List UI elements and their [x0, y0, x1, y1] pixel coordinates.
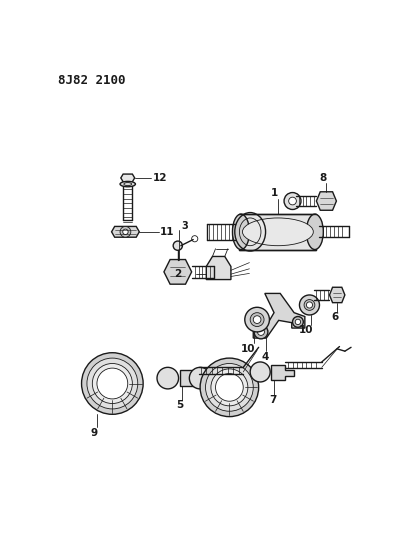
Circle shape — [82, 353, 143, 414]
Circle shape — [205, 364, 253, 411]
Text: 4: 4 — [261, 352, 269, 361]
Text: 1: 1 — [271, 188, 279, 198]
Circle shape — [250, 362, 270, 382]
Circle shape — [192, 236, 198, 242]
Ellipse shape — [289, 197, 297, 205]
Ellipse shape — [295, 319, 300, 325]
Polygon shape — [271, 365, 294, 381]
Ellipse shape — [242, 218, 313, 246]
Text: 7: 7 — [269, 395, 276, 406]
Ellipse shape — [306, 302, 312, 308]
Text: 3: 3 — [181, 221, 188, 231]
Polygon shape — [111, 227, 139, 237]
Text: 11: 11 — [160, 227, 175, 237]
Circle shape — [211, 369, 248, 406]
Circle shape — [200, 358, 259, 417]
Ellipse shape — [245, 308, 269, 332]
Ellipse shape — [232, 214, 250, 249]
Polygon shape — [206, 256, 231, 280]
Ellipse shape — [284, 192, 301, 209]
Polygon shape — [180, 370, 211, 386]
Circle shape — [92, 364, 133, 403]
Ellipse shape — [306, 214, 323, 249]
Circle shape — [87, 358, 138, 409]
Text: 10: 10 — [299, 325, 314, 335]
Polygon shape — [164, 260, 192, 284]
Polygon shape — [239, 214, 316, 249]
Text: 8J82 2100: 8J82 2100 — [59, 75, 126, 87]
Text: 5: 5 — [176, 400, 184, 410]
Ellipse shape — [120, 181, 135, 187]
Polygon shape — [253, 294, 305, 338]
Text: 9: 9 — [90, 428, 98, 438]
Ellipse shape — [253, 316, 261, 324]
Ellipse shape — [254, 325, 268, 339]
Ellipse shape — [304, 300, 315, 310]
Text: 8: 8 — [320, 173, 327, 183]
Polygon shape — [121, 174, 135, 182]
Ellipse shape — [293, 317, 303, 327]
Ellipse shape — [299, 295, 320, 315]
Text: 12: 12 — [152, 173, 167, 183]
Circle shape — [189, 367, 211, 389]
Polygon shape — [316, 192, 336, 210]
Circle shape — [173, 241, 182, 251]
Text: 10: 10 — [241, 344, 255, 354]
Circle shape — [216, 374, 243, 401]
Circle shape — [157, 367, 179, 389]
Polygon shape — [330, 287, 345, 303]
Circle shape — [120, 227, 131, 237]
Text: 2: 2 — [174, 269, 181, 279]
Ellipse shape — [250, 313, 264, 327]
Text: 6: 6 — [331, 311, 339, 321]
Ellipse shape — [258, 328, 264, 335]
Ellipse shape — [124, 182, 132, 185]
Circle shape — [123, 229, 128, 235]
Circle shape — [97, 368, 128, 399]
